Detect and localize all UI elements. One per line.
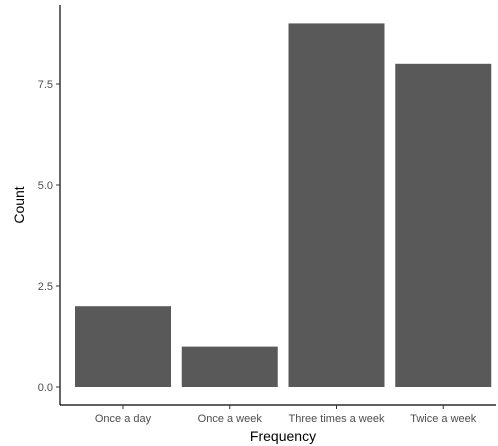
x-tick-label: Twice a week (410, 413, 477, 425)
y-tick-label: 5.0 (38, 180, 53, 192)
y-tick-label: 7.5 (38, 79, 53, 91)
bars-group (75, 23, 492, 388)
x-tick-label: Once a week (198, 413, 263, 425)
y-axis-ticks: 0.0 2.5 5.0 7.5 (38, 79, 60, 394)
bar-three-times-a-week (288, 23, 385, 388)
bar-once-a-day (75, 306, 171, 387)
y-axis-title: Count (11, 186, 27, 223)
bar-once-a-week (181, 346, 278, 387)
x-axis-ticks: Once a day Once a week Three times a week T… (95, 405, 477, 425)
bar-twice-a-week (395, 63, 492, 388)
x-tick-label: Three times a week (289, 413, 385, 425)
y-tick-label: 2.5 (38, 281, 53, 293)
x-tick-label: Once a day (95, 413, 152, 425)
y-tick-label: 0.0 (38, 382, 53, 394)
x-axis-title: Frequency (250, 428, 316, 444)
